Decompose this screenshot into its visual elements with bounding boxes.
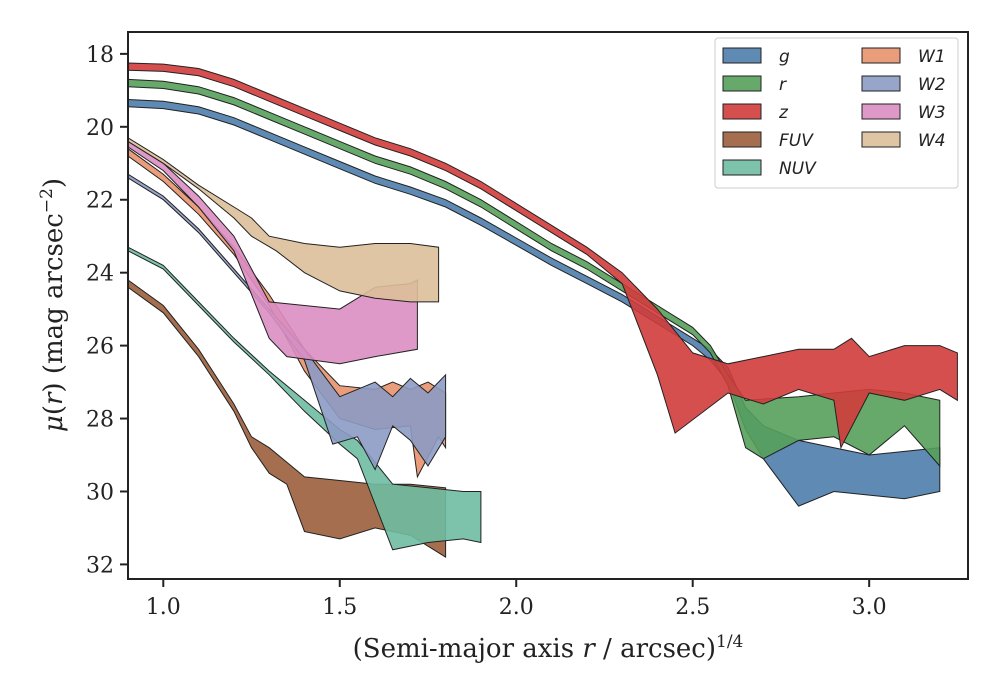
y-axis-label: μ(r) (mag arcsec−2) (37, 178, 69, 432)
legend-swatch-w1 (861, 47, 901, 64)
y-tick-label: 22 (86, 189, 114, 214)
y-tick-label: 20 (86, 116, 114, 141)
x-tick-label: 3.0 (852, 595, 887, 620)
x-tick-label: 1.0 (146, 595, 181, 620)
band-nuv (128, 246, 482, 551)
x-tick-label: 2.0 (499, 595, 534, 620)
legend: grz FUV NUV W1 W2 W3 W4 (714, 37, 959, 189)
legend-label-w4: W4 (918, 131, 946, 151)
y-tick-label: 28 (86, 408, 114, 433)
legend-swatch-w2 (861, 75, 901, 92)
legend-label-g: g (779, 47, 790, 67)
legend-label-w1: W1 (918, 47, 946, 67)
legend-label-z: z (778, 103, 789, 123)
legend-label-nuv: NUV (779, 159, 817, 179)
legend-swatch-z (722, 103, 762, 120)
legend-swatch-nuv (722, 159, 762, 176)
y-tick-label: 24 (86, 262, 114, 287)
x-axis: 1.0 1.5 2.0 2.5 3.0 (146, 579, 887, 620)
y-tick-label: 18 (86, 43, 114, 68)
x-tick-label: 1.5 (322, 595, 357, 620)
legend-swatch-w3 (861, 103, 901, 120)
band-fuv (128, 279, 447, 558)
y-tick-label: 26 (86, 335, 114, 360)
legend-label-w3: W3 (918, 103, 946, 123)
legend-label-fuv: FUV (779, 131, 814, 151)
y-axis: 18 20 22 24 26 28 30 32 (86, 43, 128, 578)
band-r (128, 78, 941, 468)
legend-swatch-r (722, 75, 762, 92)
band-z (128, 62, 958, 450)
legend-label-w2: W2 (918, 75, 946, 95)
legend-swatch-g (722, 47, 762, 64)
band-areas (128, 62, 958, 558)
legend-label-r: r (779, 75, 787, 95)
plot-frame (127, 31, 969, 580)
band-w3 (128, 140, 418, 365)
legend-swatch-fuv (722, 131, 762, 148)
legend-swatch-w4 (861, 131, 901, 148)
y-tick-label: 30 (86, 480, 114, 505)
x-tick-label: 2.5 (675, 595, 710, 620)
x-axis-label: (Semi-major axis r / arcsec)1/4 (353, 632, 744, 664)
band-w4 (128, 137, 440, 303)
y-tick-label: 32 (86, 553, 114, 578)
